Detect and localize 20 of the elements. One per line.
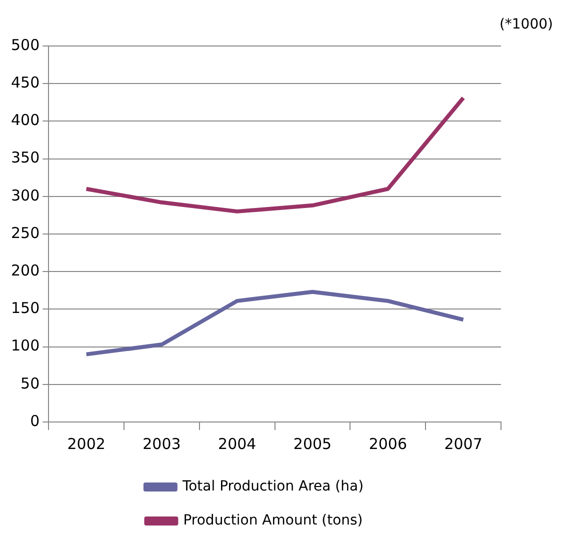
x-tick-label: 2004	[218, 434, 256, 453]
y-tick-label: 450	[10, 73, 40, 92]
y-tick-label: 50	[20, 374, 40, 392]
x-tick-label: 2007	[444, 434, 482, 453]
legend-label: Production Amount (tons)	[183, 512, 363, 529]
y-tick-label: 100	[10, 336, 40, 355]
y-tick-label: 300	[10, 186, 40, 204]
y-tick-label: 0	[30, 412, 40, 430]
y-tick-label: 350	[10, 148, 40, 167]
y-tick-label: 400	[10, 111, 40, 130]
y-tick-label: 250	[10, 224, 40, 242]
text: (*1000)	[499, 16, 553, 33]
y-tick-label: 150	[10, 299, 40, 318]
y-tick-label: 500	[10, 36, 40, 54]
legend-label: Total Production Area (ha)	[181, 478, 364, 495]
x-tick-label: 2003	[142, 434, 181, 453]
y-tick-label: 200	[10, 261, 40, 280]
x-tick-label: 2002	[67, 434, 106, 453]
x-tick-label: 2006	[368, 434, 407, 453]
x-tick-label: 2005	[293, 434, 332, 453]
